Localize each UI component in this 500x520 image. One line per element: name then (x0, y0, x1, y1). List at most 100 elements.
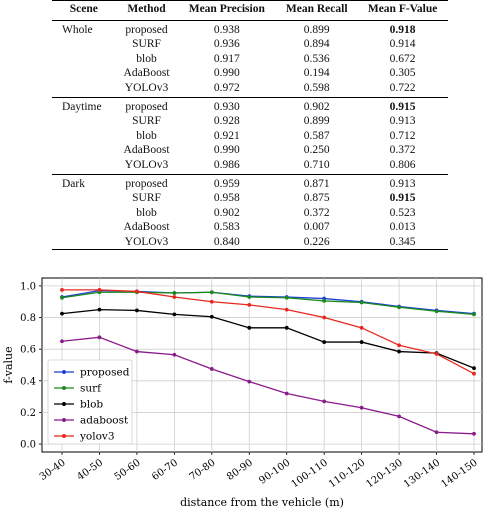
method-cell: proposed (125, 178, 168, 191)
fvalue-cell: 0.372 (389, 144, 416, 157)
table-row: Dark proposed 0.959 0.871 0.913 (52, 175, 448, 192)
data-point-yolov3 (172, 295, 177, 299)
x-tick-label: 100-110 (290, 457, 330, 490)
data-point-yolov3 (322, 315, 327, 320)
data-point-adaboost (97, 335, 102, 340)
y-tick-label: 0.4 (20, 376, 36, 387)
fvalue-cell: 0.913 (389, 178, 416, 191)
legend-label-surf: surf (80, 383, 102, 395)
recall-cell: 0.871 (303, 178, 330, 191)
table-row: AdaBoost 0.990 0.250 0.372 (52, 143, 448, 157)
y-tick-label: 0.0 (20, 440, 36, 451)
data-point-blob (60, 311, 64, 316)
table-row: blob 0.917 0.536 0.672 (52, 52, 448, 66)
data-point-yolov3 (247, 302, 252, 307)
scene-cell (52, 234, 116, 251)
precision-cell: 0.990 (213, 144, 240, 157)
data-point-yolov3 (209, 299, 214, 304)
recall-cell: 0.894 (303, 38, 330, 51)
method-cell: YOLOv3 (115, 234, 178, 251)
x-tick-label: 90-100 (257, 457, 292, 486)
y-tick-label: 0.6 (20, 345, 36, 356)
scene-cell: Daytime (62, 101, 102, 114)
data-point-surf (397, 305, 401, 310)
series-line-blob (61, 308, 475, 369)
recall-cell: 0.194 (303, 67, 330, 80)
data-point-blob (97, 307, 102, 312)
data-point-yolov3 (60, 287, 64, 292)
fvalue-cell: 0.523 (389, 206, 416, 219)
data-point-yolov3 (359, 325, 364, 330)
precision-cell: 0.917 (213, 52, 240, 65)
table-row: YOLOv3 0.972 0.598 0.722 (52, 80, 448, 99)
header-recall: Mean Recall (276, 0, 358, 21)
precision-cell: 0.902 (213, 206, 240, 219)
legend-swatch-marker (62, 402, 66, 406)
method-cell: proposed (125, 24, 168, 36)
method-cell: blob (136, 129, 157, 142)
data-point-surf (359, 300, 364, 305)
precision-cell: 0.959 (213, 178, 240, 191)
legend-label-adaboost: adaboost (80, 415, 129, 427)
legend-box (47, 359, 133, 445)
precision-cell: 0.921 (213, 129, 240, 142)
method-cell: YOLOv3 (115, 157, 178, 176)
method-cell: proposed (125, 101, 168, 114)
fvalue-cell: 0.722 (357, 80, 448, 99)
data-point-yolov3 (135, 289, 139, 294)
f-value-line-chart: 0.0 0.2 0.4 0.6 0.8 1.0 30-40 40-50 50-60 60-70 7… (2, 277, 483, 509)
data-point-adaboost (397, 414, 401, 419)
table-header-row: Scene Method Mean Precision Mean Recall … (52, 0, 448, 21)
header-precision: Mean Precision (177, 0, 277, 21)
data-point-surf (284, 295, 289, 300)
results-table: Scene Method Mean Precision Mean Recall … (52, 0, 448, 251)
data-point-surf (322, 299, 327, 303)
data-point-blob (322, 340, 327, 344)
table-row: Whole proposed 0.938 0.899 0.918 (52, 21, 448, 38)
data-point-adaboost (472, 431, 476, 436)
data-point-adaboost (209, 367, 214, 371)
header-method: Method (115, 0, 178, 21)
data-point-adaboost (172, 352, 177, 357)
precision-cell: 0.972 (177, 80, 277, 99)
x-tick-label: 140-150 (439, 457, 479, 490)
table-row: blob 0.902 0.372 0.523 (52, 206, 448, 220)
data-point-yolov3 (97, 287, 102, 292)
data-point-surf (209, 290, 214, 295)
legend-label-blob: blob (80, 399, 103, 411)
x-axis-label: distance from the vehicle (m) (180, 496, 344, 509)
data-point-surf (60, 295, 64, 300)
data-point-adaboost (284, 391, 289, 396)
legend-swatch-marker (62, 418, 66, 422)
fvalue-cell: 0.345 (357, 234, 448, 251)
series-line-adaboost (61, 336, 475, 435)
recall-cell: 0.587 (303, 129, 330, 142)
recall-cell: 0.899 (303, 115, 330, 128)
data-point-blob (359, 340, 364, 344)
table-row: AdaBoost 0.583 0.007 0.013 (52, 220, 448, 234)
data-point-blob (209, 314, 214, 319)
precision-cell: 0.928 (213, 115, 240, 128)
data-point-adaboost (135, 349, 139, 354)
data-point-blob (135, 308, 139, 313)
precision-cell: 0.936 (213, 38, 240, 51)
header-scene: Scene (52, 0, 116, 21)
method-cell: blob (136, 52, 157, 65)
table-row: YOLOv3 0.840 0.226 0.345 (52, 234, 448, 251)
scene-cell: Dark (62, 178, 85, 191)
scene-cell (52, 52, 116, 66)
scene-cell (52, 80, 116, 99)
fvalue-cell: 0.672 (389, 52, 416, 65)
legend-swatch-marker (62, 434, 66, 438)
fvalue-cell: 0.013 (389, 221, 416, 234)
data-point-blob (284, 325, 289, 330)
scene-cell (52, 157, 116, 176)
data-point-surf (247, 295, 252, 299)
fvalue-cell: 0.913 (389, 115, 416, 128)
recall-cell: 0.536 (303, 52, 330, 65)
plot-area (41, 277, 483, 453)
fvalue-cell: 0.712 (389, 129, 416, 142)
y-tick-label: 1.0 (20, 281, 36, 292)
fvalue-cell: 0.915 (389, 192, 416, 205)
data-point-blob (472, 366, 476, 371)
